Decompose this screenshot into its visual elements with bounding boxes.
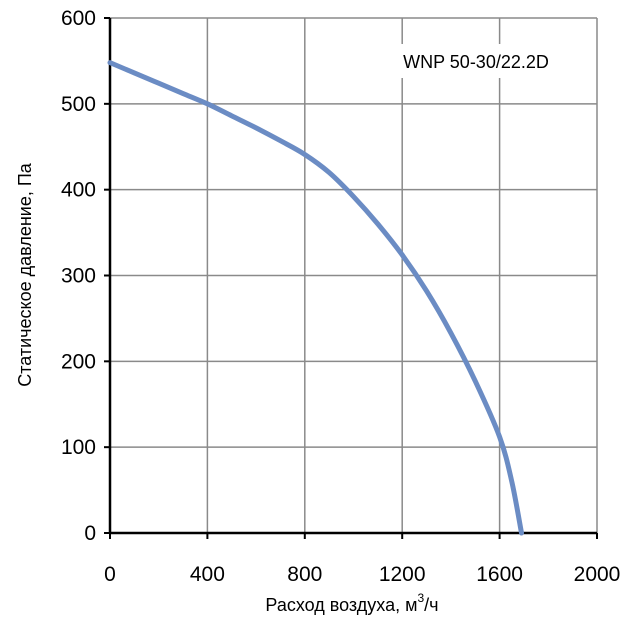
x-tick-label-400: 400 — [190, 563, 225, 586]
y-axis-label: Статическое давление, Па — [15, 162, 35, 387]
axes — [104, 17, 598, 539]
x-tick-label-1600: 1600 — [476, 563, 523, 586]
x-tick-label-800: 800 — [287, 563, 322, 586]
y-tick-label-300: 300 — [61, 265, 96, 288]
x-axis-label-main: Расход воздуха, м — [265, 595, 417, 615]
x-tick-label-0: 0 — [104, 563, 116, 586]
x-tick-label-1200: 1200 — [379, 563, 426, 586]
x-tick-labels: 0 400 800 1200 1600 2000 — [104, 563, 620, 586]
grid-lines — [110, 17, 598, 533]
y-tick-label-500: 500 — [61, 93, 96, 116]
annotation-background — [383, 44, 569, 78]
pressure-curve-line — [107, 60, 525, 536]
y-tick-label-100: 100 — [61, 436, 96, 459]
y-tick-labels: 0 100 200 300 400 500 600 — [61, 7, 96, 545]
x-axis-label-suffix: /ч — [424, 595, 438, 615]
x-axis-label: Расход воздуха, м3/ч — [265, 591, 438, 615]
y-tick-label-0: 0 — [84, 522, 96, 545]
y-tick-label-400: 400 — [61, 179, 96, 202]
x-axis-label-sup: 3 — [417, 591, 424, 605]
y-tick-label-600: 600 — [61, 7, 96, 30]
y-tick-label-200: 200 — [61, 350, 96, 373]
model-annotation: WNP 50-30/22.2D — [403, 52, 549, 72]
x-tick-label-2000: 2000 — [574, 563, 621, 586]
